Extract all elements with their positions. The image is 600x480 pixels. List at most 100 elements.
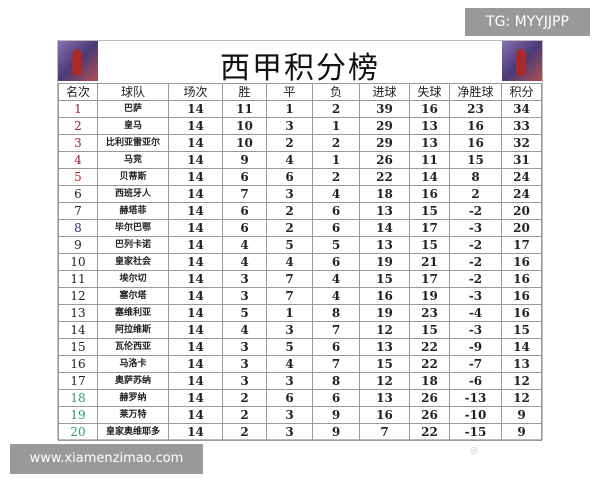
stat-cell: 24 xyxy=(501,185,542,203)
stat-cell: 6 xyxy=(222,219,267,237)
stat-cell: 20 xyxy=(501,219,542,237)
stat-cell: 2 xyxy=(312,134,360,152)
stat-cell: 7 xyxy=(359,423,410,441)
stat-cell: 3 xyxy=(222,355,267,373)
stat-cell: 12 xyxy=(359,321,410,339)
stat-cell: -2 xyxy=(449,253,502,271)
stat-cell: 3 xyxy=(266,406,313,424)
stat-cell: 14 xyxy=(168,389,223,407)
stat-cell: 2 xyxy=(222,406,267,424)
stat-cell: 14 xyxy=(168,253,223,271)
stat-cell: 6 xyxy=(266,168,313,186)
team-cell: 莱万特 xyxy=(97,406,169,424)
table-row: 9 巴列卡诺 14 4 5 5 13 15 -2 17 xyxy=(58,236,542,254)
stat-cell: 14 xyxy=(168,168,223,186)
team-cell: 马洛卡 xyxy=(97,355,169,373)
team-cell: 埃尔切 xyxy=(97,270,169,288)
stat-cell: 14 xyxy=(168,304,223,322)
stat-cell: 6 xyxy=(312,389,360,407)
column-header: 胜 xyxy=(222,83,267,101)
stat-cell: 14 xyxy=(168,100,223,118)
team-cell: 皇家奥维耶多 xyxy=(97,423,169,441)
stat-cell: 8 xyxy=(312,372,360,390)
stat-cell: 6 xyxy=(312,219,360,237)
table-row: 16 马洛卡 14 3 4 7 15 22 -7 13 xyxy=(58,355,542,373)
stat-cell: 15 xyxy=(409,236,450,254)
column-header: 积分 xyxy=(501,83,542,101)
stat-cell: 8 xyxy=(449,168,502,186)
stat-cell: 9 xyxy=(501,423,542,441)
stat-cell: 14 xyxy=(501,338,542,356)
rank-cell: 6 xyxy=(58,185,98,203)
table-row: 18 赫罗纳 14 2 6 6 13 26 -13 12 xyxy=(58,389,542,407)
stat-cell: -13 xyxy=(449,389,502,407)
stat-cell: 17 xyxy=(409,219,450,237)
title-row: 西甲积分榜 xyxy=(58,41,542,86)
stat-cell: 24 xyxy=(501,168,542,186)
stat-cell: 14 xyxy=(168,219,223,237)
table-row: 20 皇家奥维耶多 14 2 3 9 7 22 -15 9 xyxy=(58,423,542,441)
stat-cell: 18 xyxy=(359,185,410,203)
stat-cell: 6 xyxy=(222,202,267,220)
stat-cell: 9 xyxy=(312,406,360,424)
rank-cell: 16 xyxy=(58,355,98,373)
stat-cell: 4 xyxy=(312,287,360,305)
stat-cell: 23 xyxy=(409,304,450,322)
stat-cell: 3 xyxy=(266,423,313,441)
stat-cell: 29 xyxy=(359,134,410,152)
table-row: 1 巴萨 14 11 1 2 39 16 23 34 xyxy=(58,100,542,118)
column-header: 球队 xyxy=(97,83,169,101)
stat-cell: 7 xyxy=(266,287,313,305)
stat-cell: 15 xyxy=(409,321,450,339)
stat-cell: 9 xyxy=(501,406,542,424)
stat-cell: 17 xyxy=(409,270,450,288)
table-row: 17 奥萨苏纳 14 3 3 8 12 18 -6 12 xyxy=(58,372,542,390)
stat-cell: -3 xyxy=(449,287,502,305)
stat-cell: 2 xyxy=(222,389,267,407)
stat-cell: 11 xyxy=(222,100,267,118)
stat-cell: 16 xyxy=(359,406,410,424)
stat-cell: 2 xyxy=(222,423,267,441)
column-header: 负 xyxy=(312,83,360,101)
stat-cell: 10 xyxy=(222,117,267,135)
stat-cell: 14 xyxy=(409,168,450,186)
stat-cell: 1 xyxy=(266,304,313,322)
stat-cell: 14 xyxy=(168,134,223,152)
stat-cell: -2 xyxy=(449,236,502,254)
table-row: 15 瓦伦西亚 14 3 5 6 13 22 -9 14 xyxy=(58,338,542,356)
stat-cell: 15 xyxy=(501,321,542,339)
table-row: 14 阿拉维斯 14 4 3 7 12 15 -3 15 xyxy=(58,321,542,339)
stat-cell: 5 xyxy=(266,236,313,254)
weibo-watermark-icon: ◎ xyxy=(470,446,478,456)
rank-cell: 2 xyxy=(58,117,98,135)
stat-cell: 13 xyxy=(409,117,450,135)
stat-cell: 15 xyxy=(409,202,450,220)
rank-cell: 12 xyxy=(58,287,98,305)
team-cell: 比利亚雷亚尔 xyxy=(97,134,169,152)
rank-cell: 15 xyxy=(58,338,98,356)
stat-cell: 34 xyxy=(501,100,542,118)
site-watermark: www.xiamenzimao.com xyxy=(10,444,203,474)
team-cell: 皇马 xyxy=(97,117,169,135)
stat-cell: 22 xyxy=(359,168,410,186)
stat-cell: -10 xyxy=(449,406,502,424)
table-row: 3 比利亚雷亚尔 14 10 2 2 29 13 16 32 xyxy=(58,134,542,152)
column-header: 平 xyxy=(266,83,313,101)
stat-cell: 8 xyxy=(312,304,360,322)
stat-cell: 39 xyxy=(359,100,410,118)
stat-cell: 20 xyxy=(501,202,542,220)
stat-cell: 2 xyxy=(266,134,313,152)
stat-cell: 19 xyxy=(409,287,450,305)
stat-cell: 16 xyxy=(501,287,542,305)
stat-cell: 3 xyxy=(222,372,267,390)
stat-cell: 4 xyxy=(266,151,313,169)
stat-cell: 15 xyxy=(359,270,410,288)
column-header: 进球 xyxy=(359,83,410,101)
table-row: 6 西班牙人 14 7 3 4 18 16 2 24 xyxy=(58,185,542,203)
table-row: 7 赫塔菲 14 6 2 6 13 15 -2 20 xyxy=(58,202,542,220)
stat-cell: 22 xyxy=(409,355,450,373)
standings-sheet: 西甲积分榜 名次 球队 场次胜平负进球 失球 净胜球 积分 1 巴萨 14 11 1 2 39 16 23… xyxy=(57,40,543,441)
stat-cell: 14 xyxy=(168,406,223,424)
table-row: 10 皇家社会 14 4 4 6 19 21 -2 16 xyxy=(58,253,542,271)
stat-cell: 1 xyxy=(312,117,360,135)
